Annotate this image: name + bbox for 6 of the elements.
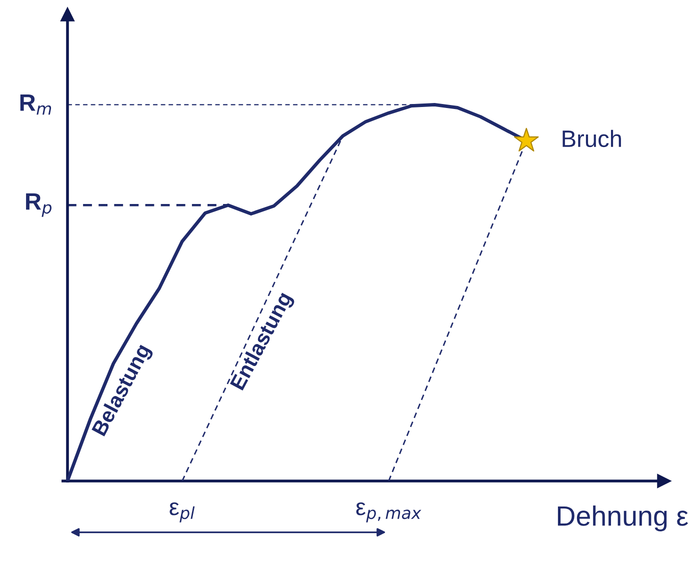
ref-line-label: R$_{m}$ <box>20 94 52 115</box>
x-tick-label: ε$_{pl}$ <box>170 502 195 522</box>
ref-line-label: R$_{p}$ <box>26 193 52 217</box>
x-axis-title: Dehnung ε <box>558 505 688 532</box>
x-tick-label: ε$_{p,max}$ <box>356 502 422 522</box>
text: Bruch <box>562 130 621 148</box>
